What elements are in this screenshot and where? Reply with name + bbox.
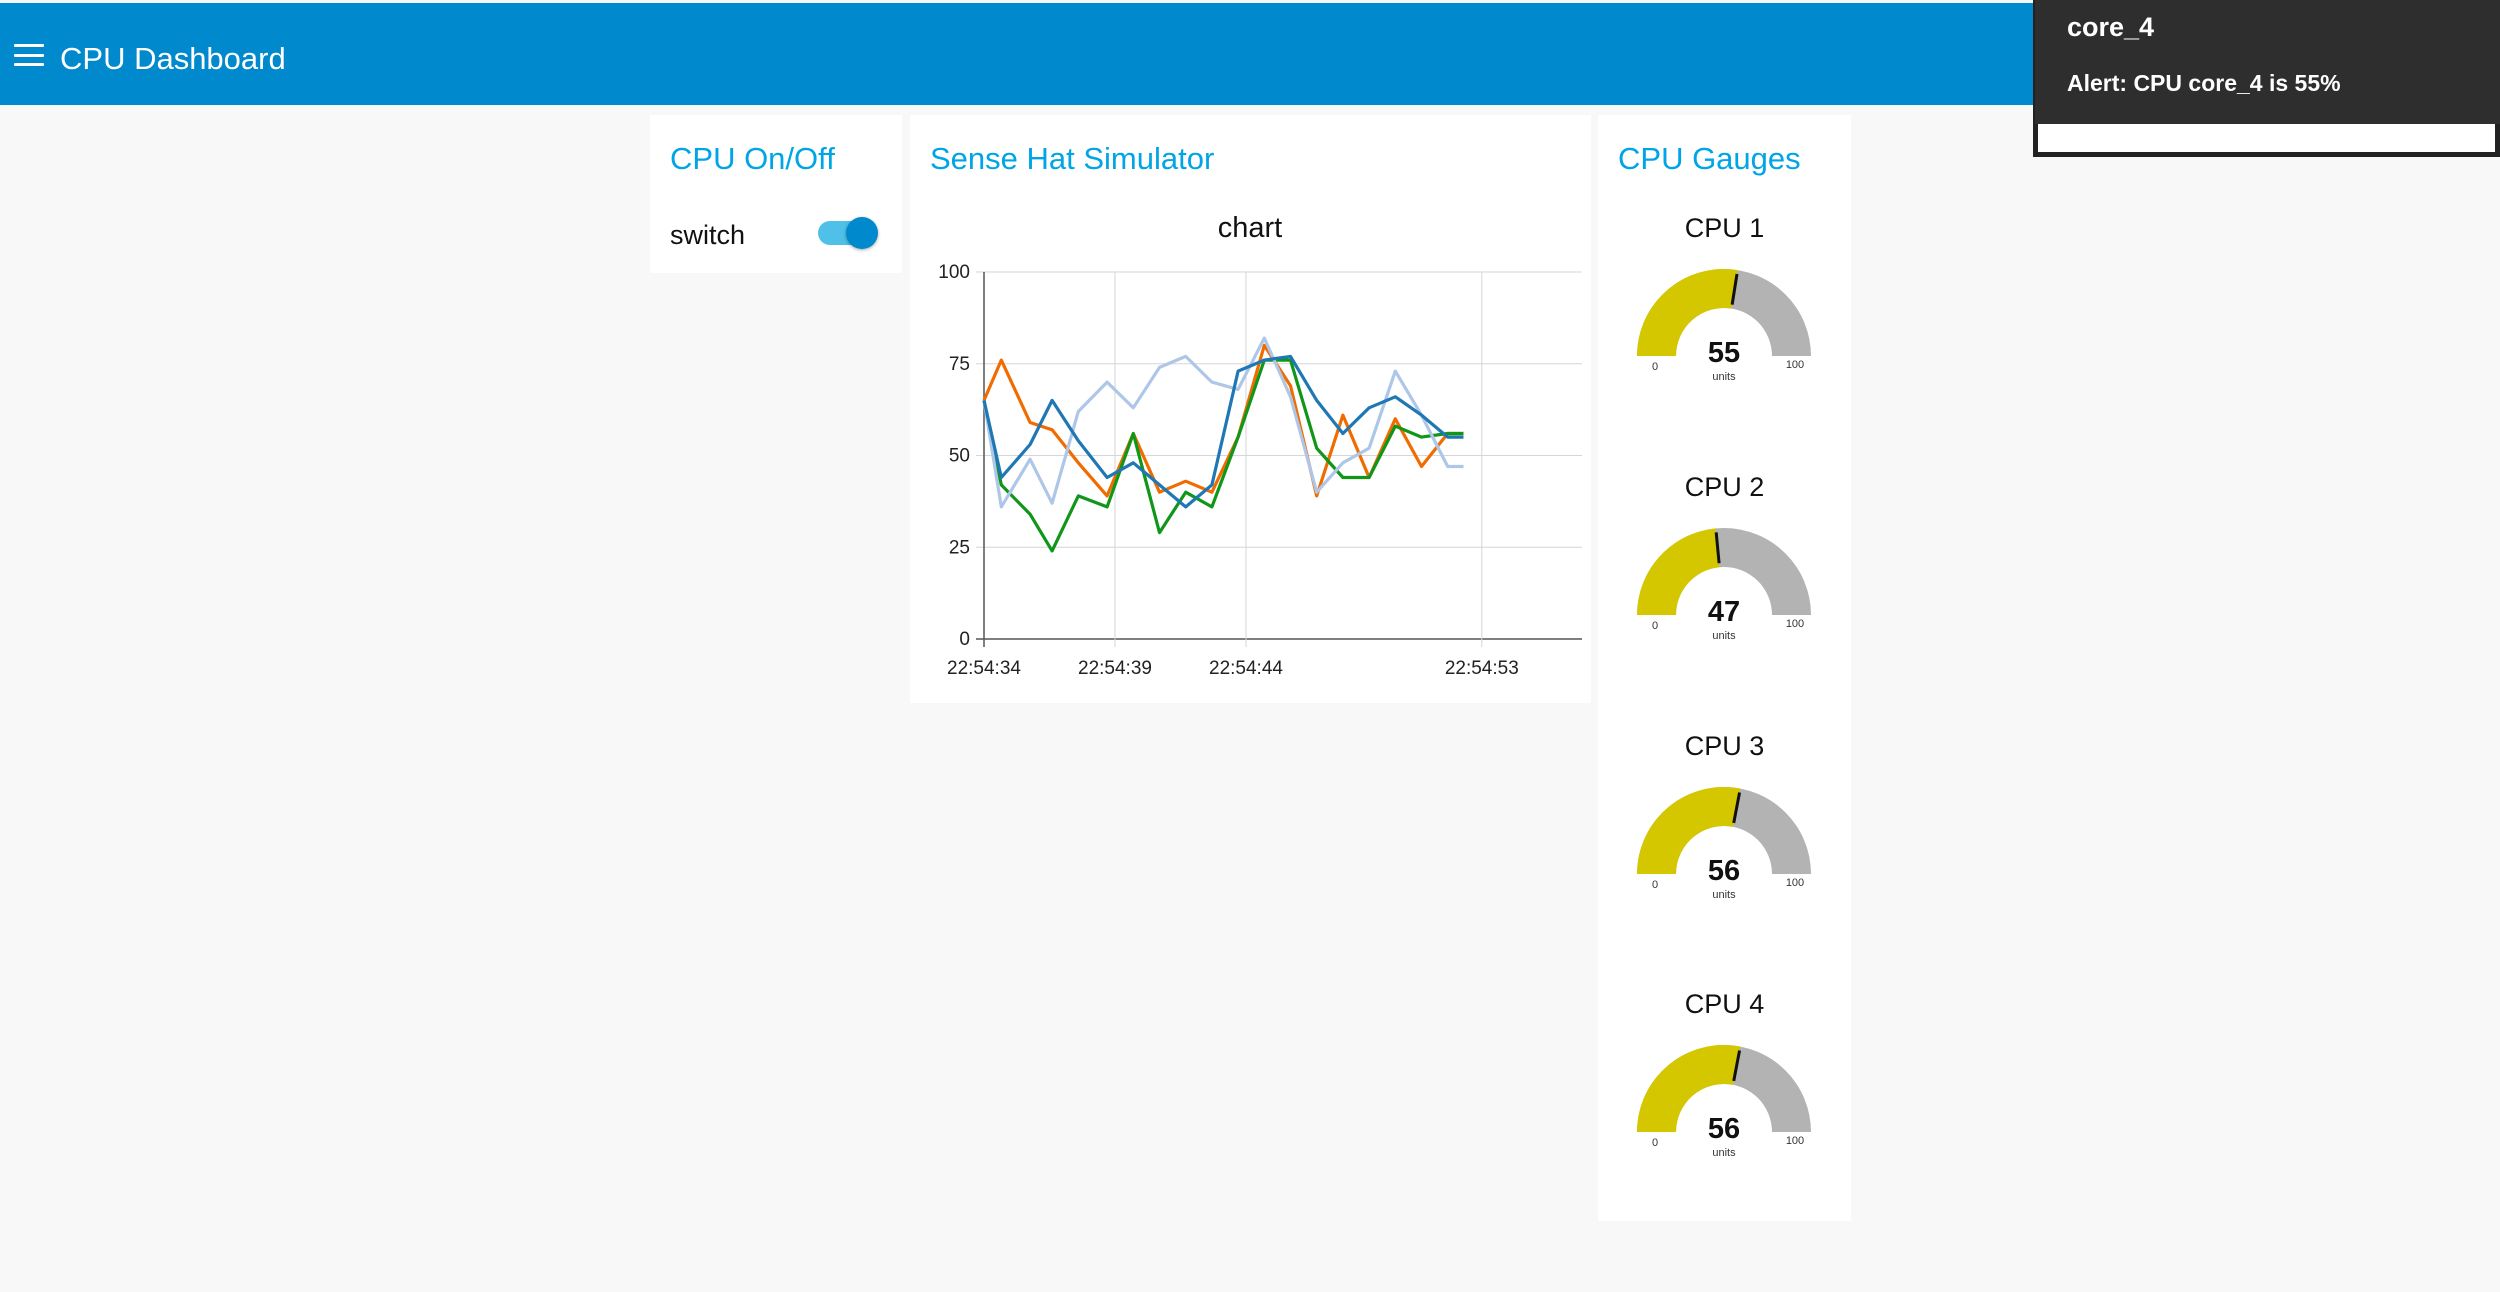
series-line-2 bbox=[982, 358, 1464, 553]
gauge-needle bbox=[1730, 273, 1739, 305]
gauge-min-label: 0 bbox=[1652, 361, 1658, 373]
line-chart: chart 0 25 50 75 100 22:54:34 22:54:39 22:54:44 2… bbox=[938, 212, 1582, 679]
gauge-needle bbox=[1732, 792, 1742, 824]
y-tick-label: 100 bbox=[938, 262, 970, 283]
gauge-value: 56 bbox=[1708, 855, 1740, 887]
gauge-value: 56 bbox=[1708, 1113, 1740, 1145]
x-tick-label: 22:54:53 bbox=[1445, 658, 1519, 679]
gauge-min-label: 0 bbox=[1652, 620, 1658, 632]
chart-title: chart bbox=[1218, 212, 1282, 244]
gauge-title: CPU 3 bbox=[1684, 731, 1765, 761]
gauge-max-label: 100 bbox=[1786, 359, 1804, 371]
gauge-cpu-3: CPU 3 56 units 0 100 bbox=[1598, 728, 1851, 978]
gauge-needle bbox=[1714, 532, 1721, 564]
gauge-title: CPU 4 bbox=[1684, 989, 1765, 1019]
toggle-knob[interactable] bbox=[846, 217, 878, 249]
gauge-fill bbox=[1637, 1045, 1741, 1132]
gauge-cpu-4: CPU 4 56 units 0 100 bbox=[1598, 986, 1851, 1236]
gauge-dial: 47 units 0 100 bbox=[1637, 528, 1811, 642]
hamburger-menu-icon[interactable] bbox=[14, 44, 44, 66]
alert-toast-title: core_4 bbox=[2067, 12, 2155, 42]
alert-toast[interactable]: core_4 Alert: CPU core_4 is 55% bbox=[2033, 0, 2500, 157]
gauge-max-label: 100 bbox=[1786, 618, 1804, 630]
cpu-switch-card-title: CPU On/Off bbox=[670, 141, 835, 176]
gauge-value: 55 bbox=[1708, 337, 1740, 369]
gauge-fill bbox=[1637, 787, 1741, 874]
gauge-value: 47 bbox=[1708, 596, 1740, 628]
switch-label: switch bbox=[670, 220, 746, 250]
gauge-fill bbox=[1637, 269, 1738, 356]
series-line-1 bbox=[982, 343, 1464, 498]
chart-card-title: Sense Hat Simulator bbox=[930, 141, 1215, 176]
gauge-needle bbox=[1732, 1050, 1742, 1082]
gauge-units: units bbox=[1712, 630, 1736, 642]
y-tick-label: 50 bbox=[949, 446, 970, 467]
x-tick-label: 22:54:44 bbox=[1209, 658, 1283, 679]
y-tick-label: 0 bbox=[959, 629, 970, 650]
x-tick-label: 22:54:34 bbox=[947, 658, 1021, 679]
series-line-3 bbox=[982, 336, 1464, 509]
gauge-dial: 56 units 0 100 bbox=[1637, 787, 1811, 901]
cpu-toggle-switch[interactable] bbox=[818, 217, 878, 249]
gauge-fill bbox=[1637, 528, 1720, 615]
gauge-max-label: 100 bbox=[1786, 1135, 1804, 1147]
gauge-min-label: 0 bbox=[1652, 879, 1658, 891]
gauge-units: units bbox=[1712, 889, 1736, 901]
series-line-4 bbox=[982, 354, 1464, 509]
gauge-units: units bbox=[1712, 1147, 1736, 1159]
gauge-title: CPU 2 bbox=[1684, 472, 1765, 502]
gauge-max-label: 100 bbox=[1786, 877, 1804, 889]
gauge-units: units bbox=[1712, 371, 1736, 383]
cpu-gauges-card: CPU Gauges CPU 1 55 units 0 100 CPU 2 47 units 0… bbox=[1598, 115, 1851, 1221]
gauge-cpu-1: CPU 1 55 units 0 100 bbox=[1598, 210, 1851, 460]
y-tick-label: 75 bbox=[949, 354, 970, 375]
alert-toast-body: core_4 Alert: CPU core_4 is 55% bbox=[2035, 0, 2500, 124]
gauge-dial: 56 units 0 100 bbox=[1637, 1045, 1811, 1159]
gauge-title: CPU 1 bbox=[1684, 213, 1765, 243]
app-title: CPU Dashboard bbox=[60, 41, 286, 76]
alert-toast-message: Alert: CPU core_4 is 55% bbox=[2067, 70, 2341, 96]
cpu-switch-card: CPU On/Off switch bbox=[650, 115, 902, 273]
gauge-cpu-2: CPU 2 47 units 0 100 bbox=[1598, 469, 1851, 719]
y-tick-label: 25 bbox=[949, 537, 970, 558]
gauge-dial: 55 units 0 100 bbox=[1637, 269, 1811, 383]
gauges-card-title: CPU Gauges bbox=[1618, 141, 1801, 176]
gauge-min-label: 0 bbox=[1652, 1137, 1658, 1149]
x-tick-label: 22:54:39 bbox=[1078, 658, 1152, 679]
sense-hat-chart-card: Sense Hat Simulator chart 0 25 50 75 100 22:54… bbox=[910, 115, 1591, 703]
